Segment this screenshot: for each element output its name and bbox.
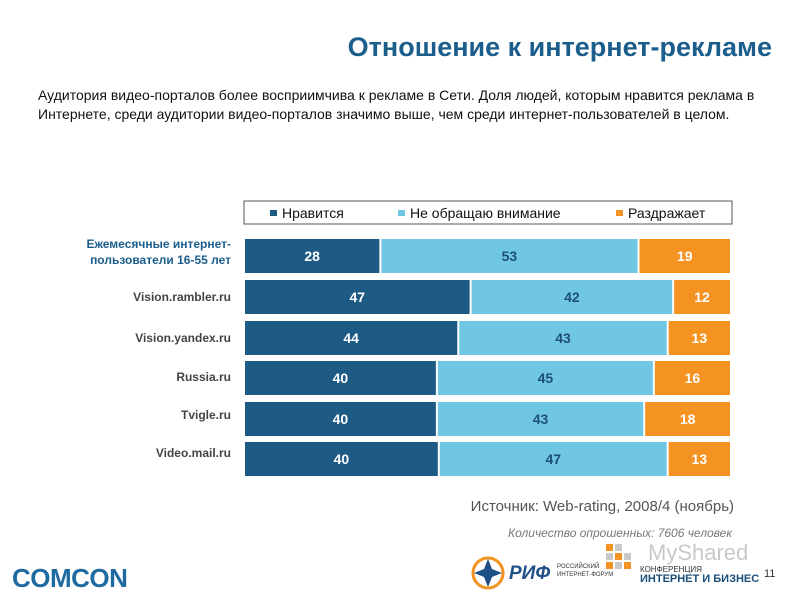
watermark-text: MyShared (648, 540, 749, 565)
source-note: Источник: Web-rating, 2008/4 (ноябрь) (470, 498, 734, 515)
bar-value-label: 40 (333, 370, 349, 386)
bar-segment (668, 321, 730, 355)
bar-value-label: 40 (334, 451, 350, 467)
bar-segment (245, 239, 380, 273)
legend-label: Раздражает (628, 205, 706, 221)
bar-segment (668, 442, 730, 476)
legend-swatch (270, 210, 277, 216)
category-label: Russia.ru (176, 370, 231, 384)
bar-segment (245, 280, 470, 314)
bar-value-label: 45 (538, 370, 554, 386)
bar-segment (654, 361, 730, 395)
legend-swatch (398, 210, 405, 216)
bar-segment (437, 402, 644, 436)
category-label: Vision.yandex.ru (135, 331, 231, 345)
slide-title: Отношение к интернет-рекламе (347, 32, 772, 62)
bar-value-label: 13 (692, 330, 708, 346)
bar-value-label: 28 (304, 248, 320, 264)
legend-box (243, 200, 733, 225)
conference-name: ИНТЕРНЕТ И БИЗНЕС (640, 573, 760, 585)
bar-segment (471, 280, 673, 314)
rif-subtitle-2: ИНТЕРНЕТ-ФОРУМ (557, 572, 614, 578)
bar-segment (439, 442, 667, 476)
bar-segment (381, 239, 638, 273)
bar-segment (639, 239, 730, 273)
bar-segment (437, 361, 653, 395)
bar-value-label: 12 (694, 289, 710, 305)
rif-emblem-icon (471, 556, 505, 590)
bar-segment (459, 321, 667, 355)
legend-swatch (616, 210, 623, 216)
bar-segment (245, 402, 436, 436)
intro-text: Аудитория видео-порталов более восприимч… (38, 87, 755, 122)
bar-segment (674, 280, 730, 314)
bar-value-label: 18 (680, 411, 696, 427)
rif-subtitle-1: РОССИЙСКИЙ (557, 564, 600, 570)
bar-value-label: 13 (692, 451, 708, 467)
bar-value-label: 16 (685, 370, 701, 386)
bar-value-label: 43 (533, 411, 549, 427)
sample-note: Количество опрошенных: 7606 человек (508, 526, 732, 540)
bar-value-label: 47 (350, 289, 366, 305)
bar-segment (245, 442, 438, 476)
conference-logo-icon (606, 544, 631, 569)
rif-logo-text: РИФ (509, 563, 551, 584)
bar-segment (245, 361, 436, 395)
bar-value-label: 47 (545, 451, 561, 467)
bar-segment (245, 321, 458, 355)
bar-value-label: 53 (502, 248, 518, 264)
category-label: пользователи 16-55 лет (90, 253, 231, 267)
category-label: Ежемесячные интернет- (86, 237, 231, 251)
category-label: Tvigle.ru (181, 408, 231, 422)
bar-value-label: 44 (343, 330, 359, 346)
legend-label: Не обращаю внимание (410, 205, 561, 221)
comcon-logo: COMCON (12, 563, 128, 593)
conference-label: КОНФЕРЕНЦИЯ (640, 565, 702, 574)
bar-value-label: 42 (564, 289, 580, 305)
page-number: 11 (764, 568, 776, 580)
bar-value-label: 43 (555, 330, 571, 346)
bar-value-label: 40 (333, 411, 349, 427)
legend-label: Нравится (282, 205, 344, 221)
bar-segment (645, 402, 730, 436)
category-label: Vision.rambler.ru (133, 290, 231, 304)
category-label: Video.mail.ru (156, 446, 231, 460)
bar-value-label: 19 (677, 248, 693, 264)
